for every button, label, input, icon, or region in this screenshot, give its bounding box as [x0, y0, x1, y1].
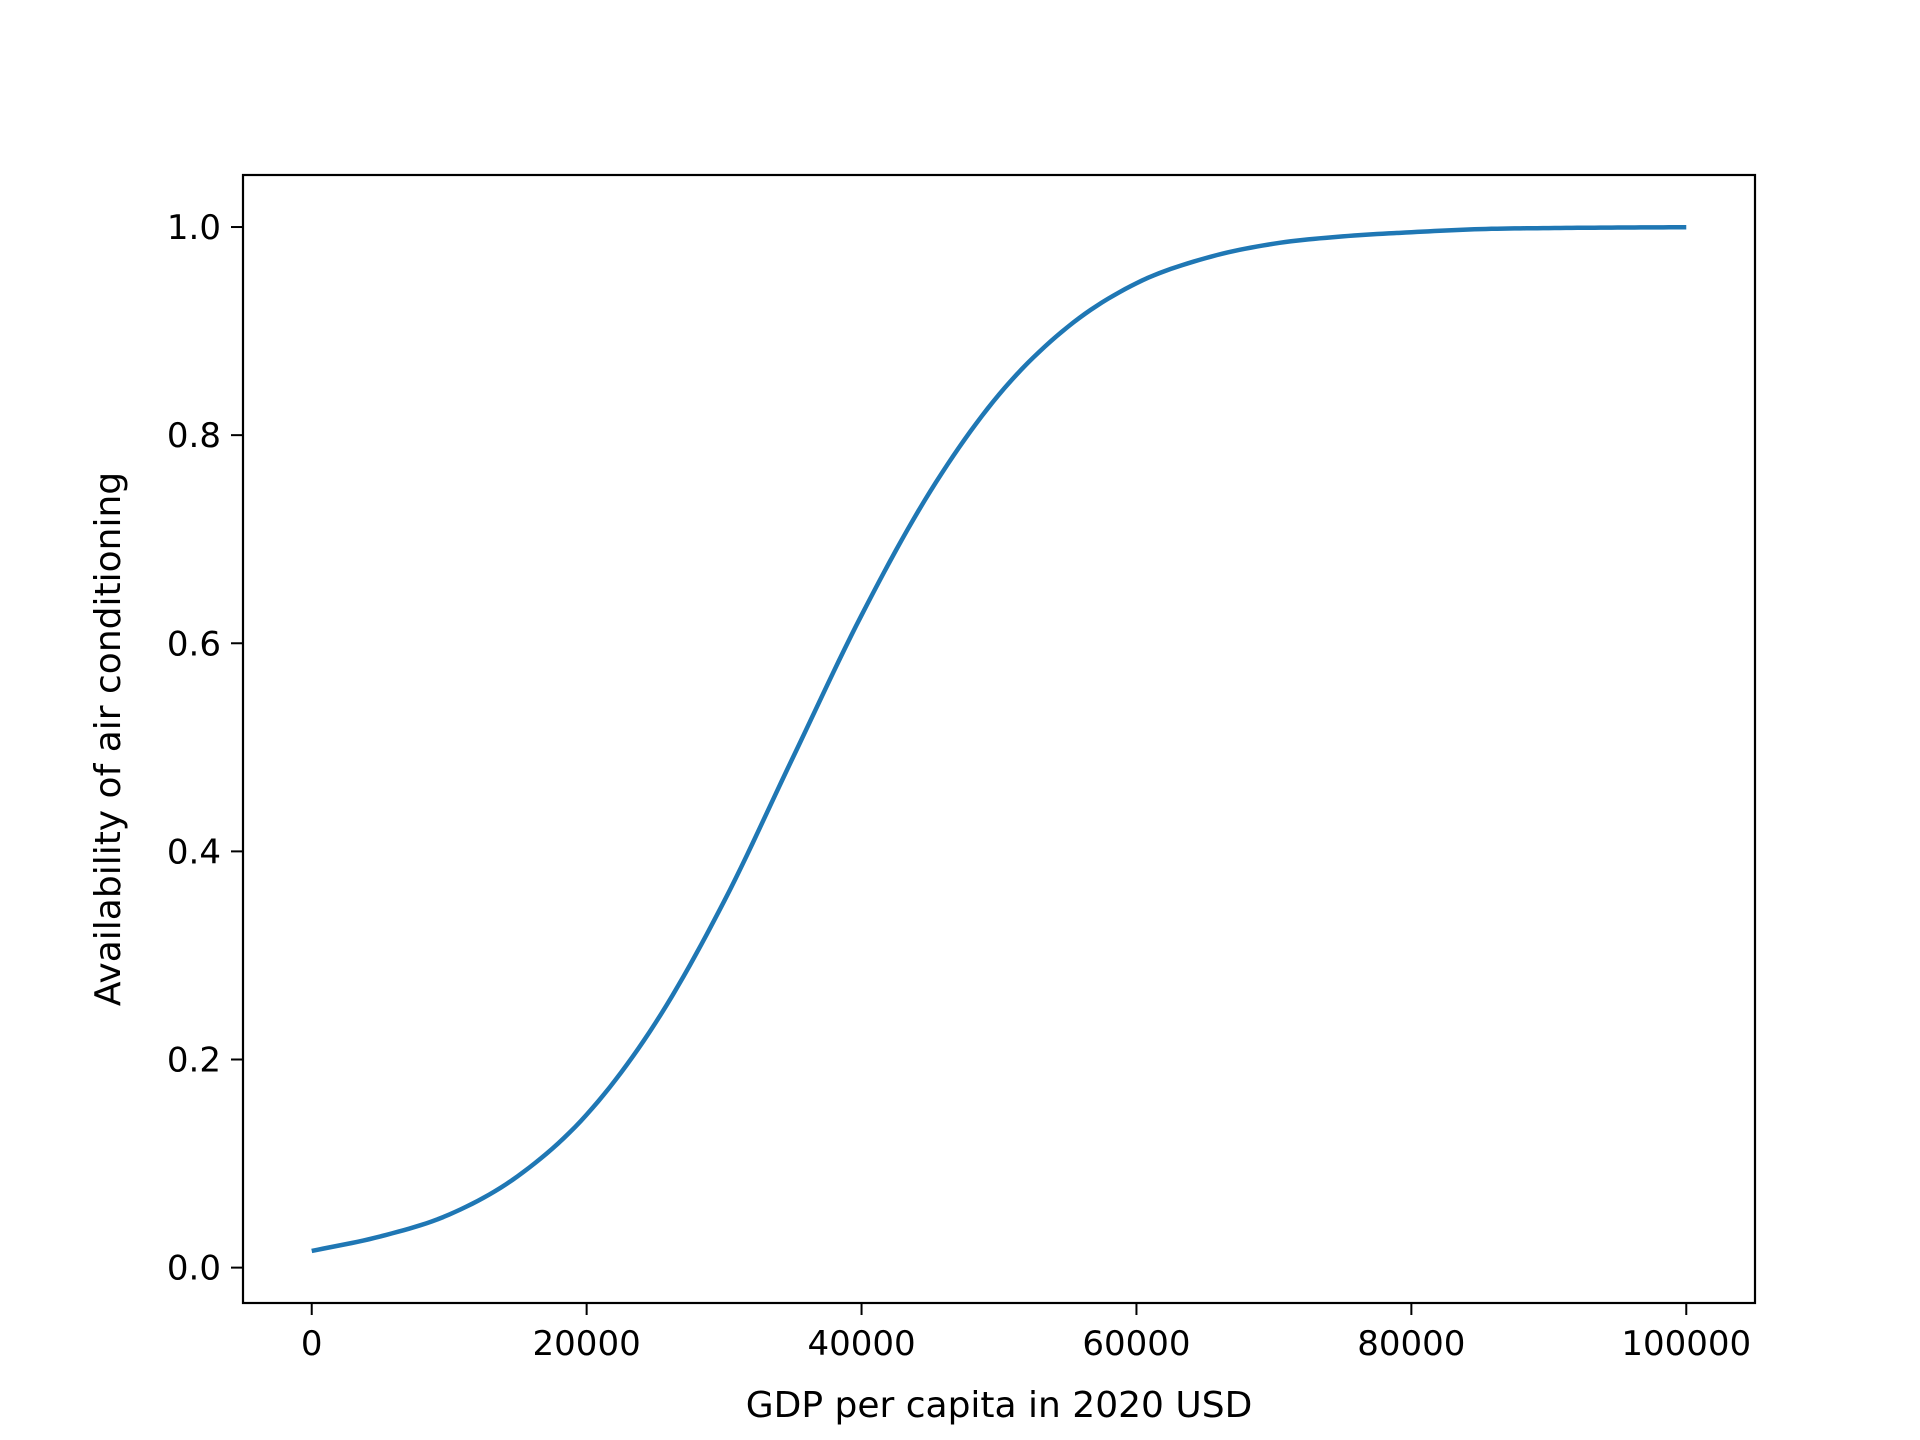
y-tick-label: 1.0 — [167, 208, 221, 248]
y-tick-label: 0.0 — [167, 1249, 221, 1289]
series-line — [311, 224, 1687, 1254]
axes-frame — [241, 173, 1757, 1305]
y-tick-label: 0.4 — [167, 832, 221, 872]
x-tick-label: 0 — [301, 1324, 323, 1364]
y-tick-label: 0.8 — [167, 416, 221, 456]
x-axis-ticks: 0 20000 40000 60000 80000 100000 — [301, 1303, 1751, 1364]
x-tick-label: 20000 — [533, 1324, 641, 1364]
x-tick-label: 40000 — [807, 1324, 915, 1364]
y-tick-label: 0.2 — [167, 1041, 221, 1081]
y-axis-label: Availability of air conditioning — [88, 472, 129, 1006]
plot-area — [311, 224, 1687, 1254]
y-tick-label: 0.6 — [167, 624, 221, 664]
y-axis-ticks: 0.0 0.2 0.4 0.6 0.8 1.0 — [167, 208, 243, 1289]
x-tick-label: 100000 — [1621, 1324, 1751, 1364]
x-tick-label: 60000 — [1082, 1324, 1190, 1364]
x-tick-label: 80000 — [1357, 1324, 1465, 1364]
x-axis-label: GDP per capita in 2020 USD — [746, 1385, 1253, 1426]
